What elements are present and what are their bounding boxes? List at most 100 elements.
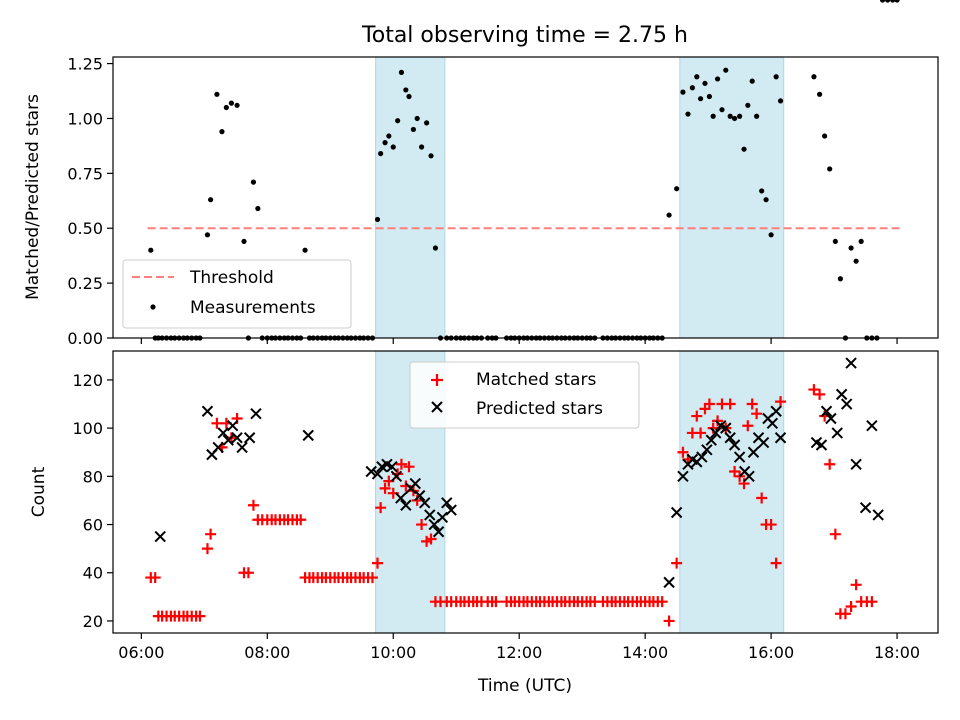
measurement-point [374, 216, 381, 223]
legend-matched-label: Matched stars [476, 370, 596, 390]
matched-star-point [295, 514, 307, 526]
predicted-star-point [424, 509, 436, 521]
top-shaded-region-1 [679, 56, 785, 339]
measurement-point [706, 93, 712, 100]
predicted-star-point [231, 432, 243, 444]
predicted-star-point [743, 470, 755, 483]
bottom-y-axis-label: Count [29, 466, 49, 517]
predicted-star-point [859, 501, 872, 514]
matched-star-point [149, 572, 161, 584]
matched-star-point [490, 596, 502, 608]
bottom-y-tick-label: 40 [83, 564, 103, 583]
measurement-point [204, 232, 211, 238]
predicted-star-point [701, 444, 713, 456]
measurement-point [386, 133, 392, 139]
measurement-point [811, 74, 817, 80]
measurement-point [395, 118, 401, 124]
matched-star-point [366, 572, 378, 584]
measurement-point [822, 133, 828, 139]
measurement-point [727, 113, 733, 119]
measurement-point [255, 205, 261, 212]
measurement-point [710, 113, 716, 119]
measurement-point [894, 0, 900, 3]
matched-star-point [403, 461, 415, 473]
measurement-point [428, 153, 434, 159]
measurement-point [398, 69, 405, 75]
matched-star-point [742, 420, 754, 432]
measurement-point [403, 87, 409, 93]
bottom-legend-box [409, 361, 640, 429]
measurement-point [223, 104, 229, 111]
measurement-point [432, 245, 439, 251]
legend-measurements-swatch [150, 304, 156, 310]
matched-star-point [712, 415, 724, 427]
predicted-star-point [243, 432, 256, 444]
matched-star-point [775, 396, 787, 408]
predicted-star-point [390, 470, 403, 483]
predicted-star-point [774, 432, 787, 444]
predicted-star-point [226, 420, 239, 432]
matched-star-point [695, 427, 707, 439]
measurement-point [719, 107, 725, 113]
matched-star-point [814, 388, 826, 400]
matched-star-point [738, 478, 750, 490]
measurement-point [406, 93, 412, 100]
matched-star-point [765, 519, 777, 531]
predicted-star-point [445, 504, 457, 516]
predicted-star-point [720, 422, 732, 434]
measurement-point [879, 0, 886, 3]
bottom-x-ticks: 06:00 08:00 10:00 12:00 14:00 16:00 18:00 [118, 633, 920, 662]
legend-measurements-label: Measurements [190, 298, 316, 318]
predicted-star-point [400, 499, 412, 511]
measurement-point [714, 76, 721, 82]
top-y-tick-label: 1.25 [67, 55, 103, 74]
bottom-shaded-region-1 [679, 350, 785, 634]
measurement-point [817, 91, 823, 97]
top-axes-frame [112, 56, 939, 339]
matched-star-point [205, 528, 217, 540]
measurement-point [773, 74, 779, 80]
predicted-star-point [217, 427, 229, 439]
predicted-star-point [728, 439, 741, 451]
predicted-star-point [365, 465, 377, 478]
measurement-point [410, 126, 417, 133]
measurement-point [234, 102, 240, 108]
predicted-star-point [436, 511, 449, 524]
predicted-star-point [766, 417, 779, 430]
matched-star-point [756, 492, 768, 504]
matched-star-point [372, 557, 384, 569]
legend-threshold-label: Threshold [189, 268, 274, 288]
measurement-point [848, 245, 854, 251]
matched-star-point [839, 608, 851, 620]
matched-star-point [656, 596, 668, 608]
bottom-y-tick-label: 20 [83, 612, 103, 631]
matched-star-point [703, 398, 715, 410]
matched-star-point [194, 610, 206, 622]
matched-star-point [746, 398, 758, 410]
measurement-point [741, 146, 747, 152]
measurement-point [745, 102, 751, 108]
measurement-point [208, 197, 214, 203]
top-y-tick-label: 0.00 [67, 329, 103, 348]
x-tick-label: 08:00 [244, 643, 290, 662]
top-panel: 0.00 0.25 0.50 0.75 1.00 1.25 Matched/Predict… [23, 0, 939, 348]
measurement-point [759, 188, 765, 194]
top-y-tick-label: 0.75 [67, 164, 103, 183]
x-tick-label: 16:00 [748, 643, 794, 662]
predicted-star-point [409, 477, 421, 490]
predicted-star-point [757, 436, 770, 449]
matched-star-point [850, 579, 862, 591]
bottom-legend: Matched stars Predicted stars [409, 361, 640, 429]
predicted-star-point [845, 357, 857, 369]
measurement-point [302, 247, 308, 253]
measurement-point [241, 238, 247, 245]
matched-star-point [242, 567, 254, 579]
measurement-point [702, 80, 708, 86]
measurement-point [689, 85, 695, 91]
measurement-point [749, 78, 755, 84]
predicted-star-point [733, 451, 746, 463]
measurement-point [674, 186, 680, 192]
matched-star-point [824, 458, 836, 470]
predicted-star-point [302, 429, 314, 442]
measurement-point [214, 91, 220, 97]
